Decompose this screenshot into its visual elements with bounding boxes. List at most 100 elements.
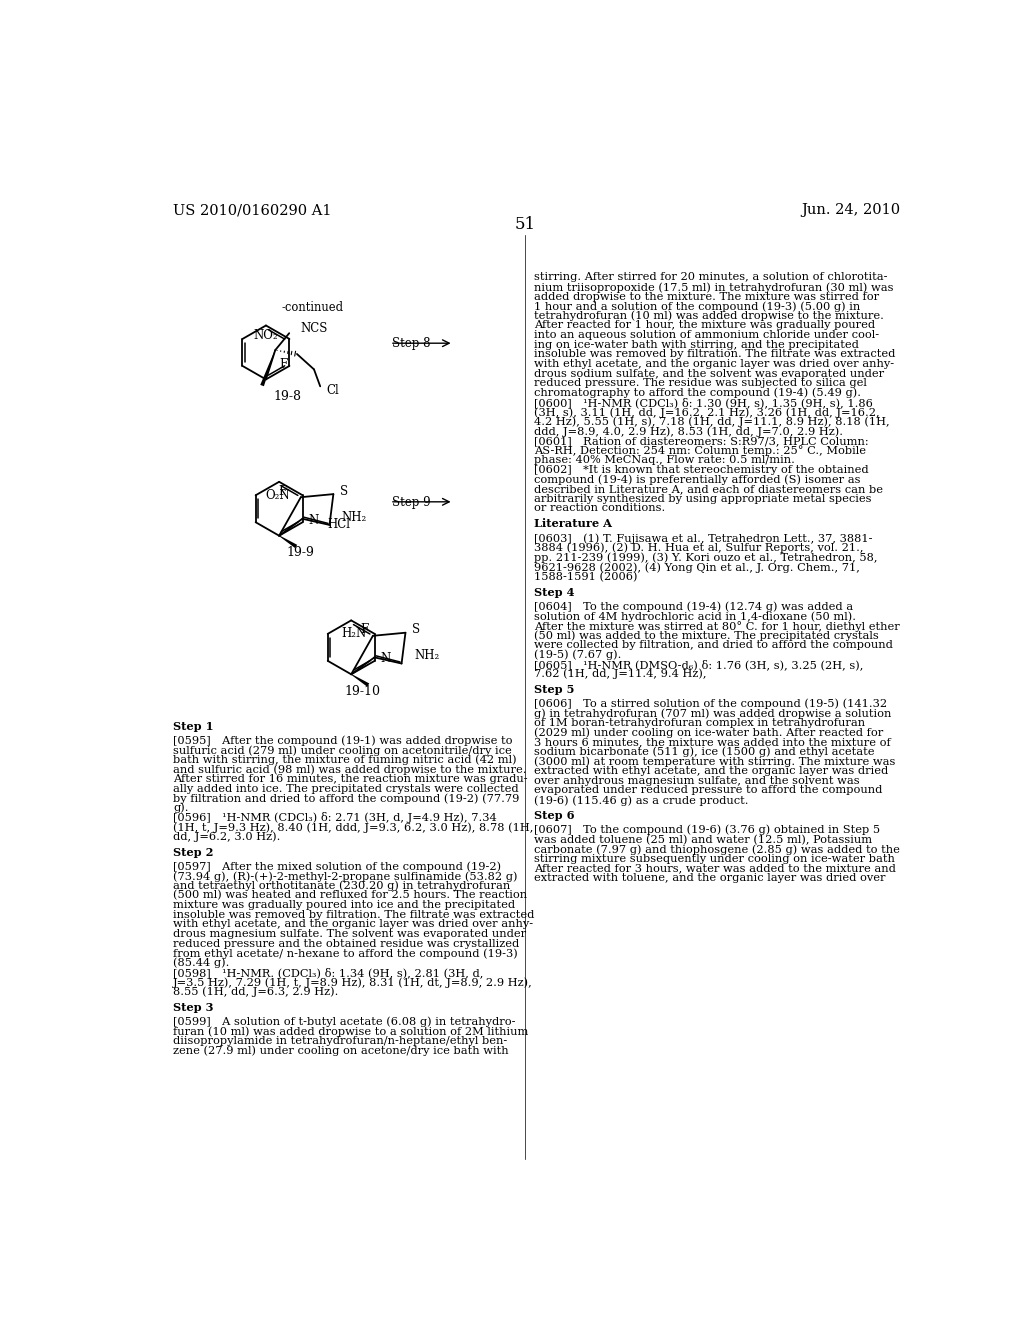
Text: Step 6: Step 6: [535, 810, 574, 821]
Text: S: S: [412, 623, 420, 636]
Text: [0606] To a stirred solution of the compound (19-5) (141.32: [0606] To a stirred solution of the comp…: [535, 698, 887, 709]
Text: [0599] A solution of t-butyl acetate (6.08 g) in tetrahydro-: [0599] A solution of t-butyl acetate (6.…: [173, 1016, 515, 1027]
Text: Literature A: Literature A: [535, 519, 612, 529]
Text: phase: 40% MeCNaq., Flow rate: 0.5 ml/min.: phase: 40% MeCNaq., Flow rate: 0.5 ml/mi…: [535, 455, 795, 465]
Text: zene (27.9 ml) under cooling on acetone/dry ice bath with: zene (27.9 ml) under cooling on acetone/…: [173, 1045, 509, 1056]
Text: [0598] ¹H-NMR. (CDCl₃) δ: 1.34 (9H, s), 2.81 (3H, d,: [0598] ¹H-NMR. (CDCl₃) δ: 1.34 (9H, s), …: [173, 968, 483, 978]
Text: drous sodium sulfate, and the solvent was evaporated under: drous sodium sulfate, and the solvent wa…: [535, 368, 885, 379]
Text: NH₂: NH₂: [414, 649, 439, 663]
Text: J=3.5 Hz), 7.29 (1H, t, J=8.9 Hz), 8.31 (1H, dt, J=8.9, 2.9 Hz),: J=3.5 Hz), 7.29 (1H, t, J=8.9 Hz), 8.31 …: [173, 977, 532, 987]
Text: F: F: [360, 623, 369, 636]
Text: [0600] ¹H-NMR (CDCl₃) δ: 1.30 (9H, s), 1.35 (9H, s), 1.86: [0600] ¹H-NMR (CDCl₃) δ: 1.30 (9H, s), 1…: [535, 397, 873, 408]
Text: (50 ml) was added to the mixture. The precipitated crystals: (50 ml) was added to the mixture. The pr…: [535, 631, 879, 642]
Text: arbitrarily synthesized by using appropriate metal species: arbitrarily synthesized by using appropr…: [535, 494, 871, 504]
Text: Jun. 24, 2010: Jun. 24, 2010: [801, 203, 900, 216]
Text: (19-5) (7.67 g).: (19-5) (7.67 g).: [535, 649, 622, 660]
Text: H₂N: H₂N: [342, 627, 367, 640]
Text: reduced pressure. The residue was subjected to silica gel: reduced pressure. The residue was subjec…: [535, 379, 867, 388]
Text: S: S: [340, 484, 348, 498]
Text: (500 ml) was heated and refluxed for 2.5 hours. The reaction: (500 ml) was heated and refluxed for 2.5…: [173, 891, 527, 900]
Text: (73.94 g), (R)-(+)-2-methyl-2-propane sulfinamide (53.82 g): (73.94 g), (R)-(+)-2-methyl-2-propane su…: [173, 871, 517, 882]
Text: [0602] *It is known that stereochemistry of the obtained: [0602] *It is known that stereochemistry…: [535, 465, 868, 475]
Text: added dropwise to the mixture. The mixture was stirred for: added dropwise to the mixture. The mixtu…: [535, 292, 880, 301]
Text: or reaction conditions.: or reaction conditions.: [535, 503, 666, 513]
Text: ddd, J=8.9, 4.0, 2.9 Hz), 8.53 (1H, dd, J=7.0, 2.9 Hz).: ddd, J=8.9, 4.0, 2.9 Hz), 8.53 (1H, dd, …: [535, 426, 843, 437]
Text: -continued: -continued: [282, 301, 344, 314]
Text: 51: 51: [514, 216, 536, 234]
Text: drous magnesium sulfate. The solvent was evaporated under: drous magnesium sulfate. The solvent was…: [173, 929, 526, 939]
Text: Step 9: Step 9: [391, 496, 430, 508]
Text: and tetraethyl orthotitanate (230.20 g) in tetrahydrofuran: and tetraethyl orthotitanate (230.20 g) …: [173, 880, 510, 891]
Text: After reacted for 3 hours, water was added to the mixture and: After reacted for 3 hours, water was add…: [535, 863, 896, 874]
Text: dd, J=6.2, 3.0 Hz).: dd, J=6.2, 3.0 Hz).: [173, 832, 281, 842]
Text: from ethyl acetate/ n-hexane to afford the compound (19-3): from ethyl acetate/ n-hexane to afford t…: [173, 948, 518, 958]
Text: O₂N: O₂N: [265, 488, 290, 502]
Text: over anhydrous magnesium sulfate, and the solvent was: over anhydrous magnesium sulfate, and th…: [535, 776, 860, 785]
Text: reduced pressure and the obtained residue was crystallized: reduced pressure and the obtained residu…: [173, 939, 519, 949]
Text: tetrahydrofuran (10 ml) was added dropwise to the mixture.: tetrahydrofuran (10 ml) was added dropwi…: [535, 312, 884, 322]
Text: N: N: [381, 652, 391, 665]
Text: [0595] After the compound (19-1) was added dropwise to: [0595] After the compound (19-1) was add…: [173, 735, 512, 746]
Text: with ethyl acetate, and the organic layer was dried over anhy-: with ethyl acetate, and the organic laye…: [535, 359, 894, 370]
Text: carbonate (7.97 g) and thiophosgene (2.85 g) was added to the: carbonate (7.97 g) and thiophosgene (2.8…: [535, 843, 900, 854]
Text: NO₂: NO₂: [254, 329, 279, 342]
Text: g).: g).: [173, 803, 188, 813]
Text: g) in tetrahydrofuran (707 ml) was added dropwise a solution: g) in tetrahydrofuran (707 ml) was added…: [535, 709, 892, 719]
Text: ally added into ice. The precipitated crystals were collected: ally added into ice. The precipitated cr…: [173, 784, 518, 793]
Text: 3884 (1996), (2) D. H. Hua et al, Sulfur Reports, vol. 21.,: 3884 (1996), (2) D. H. Hua et al, Sulfur…: [535, 543, 863, 553]
Text: of 1M boran-tetrahydrofuran complex in tetrahydrofuran: of 1M boran-tetrahydrofuran complex in t…: [535, 718, 865, 729]
Text: sulfuric acid (279 ml) under cooling on acetonitrile/dry ice: sulfuric acid (279 ml) under cooling on …: [173, 744, 512, 755]
Text: [0604] To the compound (19-4) (12.74 g) was added a: [0604] To the compound (19-4) (12.74 g) …: [535, 602, 853, 612]
Text: F: F: [280, 358, 288, 371]
Text: (85.44 g).: (85.44 g).: [173, 958, 229, 969]
Polygon shape: [351, 675, 370, 686]
Text: After reacted for 1 hour, the mixture was gradually poured: After reacted for 1 hour, the mixture wa…: [535, 321, 876, 330]
Text: 8.55 (1H, dd, J=6.3, 2.9 Hz).: 8.55 (1H, dd, J=6.3, 2.9 Hz).: [173, 986, 338, 997]
Text: nium triisopropoxide (17.5 ml) in tetrahydrofuran (30 ml) was: nium triisopropoxide (17.5 ml) in tetrah…: [535, 282, 894, 293]
Text: insoluble was removed by filtration. The filtrate was extracted: insoluble was removed by filtration. The…: [535, 350, 895, 359]
Text: Step 2: Step 2: [173, 846, 213, 858]
Text: (3H, s), 3.11 (1H, dd, J=16.2, 2.1 Hz), 3.26 (1H, dd, J=16.2,: (3H, s), 3.11 (1H, dd, J=16.2, 2.1 Hz), …: [535, 407, 880, 417]
Text: extracted with ethyl acetate, and the organic layer was dried: extracted with ethyl acetate, and the or…: [535, 766, 889, 776]
Text: [0607] To the compound (19-6) (3.76 g) obtained in Step 5: [0607] To the compound (19-6) (3.76 g) o…: [535, 825, 881, 836]
Text: were collected by filtration, and dried to afford the compound: were collected by filtration, and dried …: [535, 640, 893, 649]
Text: described in Literature A, and each of diastereomers can be: described in Literature A, and each of d…: [535, 484, 883, 494]
Text: [0603] (1) T. Fujisawa et al., Tetrahedron Lett., 37, 3881-: [0603] (1) T. Fujisawa et al., Tetrahedr…: [535, 533, 872, 544]
Text: [0596] ¹H-NMR (CDCl₃) δ: 2.71 (3H, d, J=4.9 Hz), 7.34: [0596] ¹H-NMR (CDCl₃) δ: 2.71 (3H, d, J=…: [173, 812, 497, 824]
Text: sodium bicarbonate (511 g), ice (1500 g) and ethyl acetate: sodium bicarbonate (511 g), ice (1500 g)…: [535, 747, 874, 758]
Text: AS-RH, Detection: 254 nm: Column temp.: 25° C., Mobile: AS-RH, Detection: 254 nm: Column temp.: …: [535, 446, 866, 457]
Text: After the mixture was stirred at 80° C. for 1 hour, diethyl ether: After the mixture was stirred at 80° C. …: [535, 620, 900, 632]
Text: pp. 211-239 (1999), (3) Y. Kori ouzo et al., Tetrahedron, 58,: pp. 211-239 (1999), (3) Y. Kori ouzo et …: [535, 553, 878, 564]
Text: Step 4: Step 4: [535, 586, 574, 598]
Text: [0605] ¹H-NMR (DMSO-d₆) δ: 1.76 (3H, s), 3.25 (2H, s),: [0605] ¹H-NMR (DMSO-d₆) δ: 1.76 (3H, s),…: [535, 659, 863, 671]
Text: 3 hours 6 minutes, the mixture was added into the mixture of: 3 hours 6 minutes, the mixture was added…: [535, 738, 891, 747]
Text: Step 8: Step 8: [391, 337, 430, 350]
Text: F: F: [279, 486, 287, 499]
Text: stirring mixture subsequently under cooling on ice-water bath: stirring mixture subsequently under cool…: [535, 854, 895, 863]
Text: 9621-9628 (2002), (4) Yong Qin et al., J. Org. Chem., 71,: 9621-9628 (2002), (4) Yong Qin et al., J…: [535, 562, 860, 573]
Text: After stirred for 16 minutes, the reaction mixture was gradu-: After stirred for 16 minutes, the reacti…: [173, 774, 527, 784]
Text: Step 1: Step 1: [173, 721, 214, 731]
Polygon shape: [260, 350, 275, 387]
Text: N: N: [308, 513, 318, 527]
Text: 7.62 (1H, dd, J=11.4, 9.4 Hz),: 7.62 (1H, dd, J=11.4, 9.4 Hz),: [535, 669, 707, 680]
Text: 19-8: 19-8: [273, 389, 302, 403]
Text: [0601] Ration of diastereomers: S:R97/3, HPLC Column:: [0601] Ration of diastereomers: S:R97/3,…: [535, 436, 868, 446]
Text: 19-9: 19-9: [287, 546, 314, 560]
Text: 1588-1591 (2006): 1588-1591 (2006): [535, 572, 638, 582]
Text: (19-6) (115.46 g) as a crude product.: (19-6) (115.46 g) as a crude product.: [535, 795, 749, 805]
Text: 1 hour and a solution of the compound (19-3) (5.00 g) in: 1 hour and a solution of the compound (1…: [535, 301, 860, 312]
Text: stirring. After stirred for 20 minutes, a solution of chlorotita-: stirring. After stirred for 20 minutes, …: [535, 272, 888, 282]
Text: 19-10: 19-10: [345, 685, 381, 698]
Text: HCl: HCl: [328, 519, 350, 532]
Text: Cl: Cl: [327, 384, 339, 397]
Text: into an aqueous solution of ammonium chloride under cool-: into an aqueous solution of ammonium chl…: [535, 330, 880, 341]
Text: furan (10 ml) was added dropwise to a solution of 2M lithium: furan (10 ml) was added dropwise to a so…: [173, 1026, 528, 1036]
Text: with ethyl acetate, and the organic layer was dried over anhy-: with ethyl acetate, and the organic laye…: [173, 919, 534, 929]
Text: chromatography to afford the compound (19-4) (5.49 g).: chromatography to afford the compound (1…: [535, 388, 861, 399]
Text: bath with stirring, the mixture of fuming nitric acid (42 ml): bath with stirring, the mixture of fumin…: [173, 755, 516, 766]
Text: Step 5: Step 5: [535, 684, 574, 694]
Text: [0597] After the mixed solution of the compound (19-2): [0597] After the mixed solution of the c…: [173, 862, 501, 873]
Text: US 2010/0160290 A1: US 2010/0160290 A1: [173, 203, 332, 216]
Text: extracted with toluene, and the organic layer was dried over: extracted with toluene, and the organic …: [535, 873, 886, 883]
